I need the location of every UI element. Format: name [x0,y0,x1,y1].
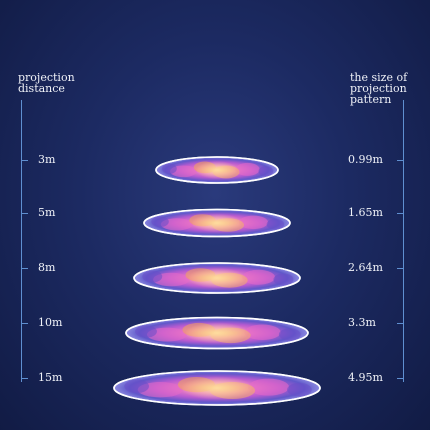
distance-tick [22,323,28,324]
size-label: 0.99m [348,153,383,166]
size-tick [397,268,403,269]
distance-tick [22,160,28,161]
header-line: projection [18,71,75,84]
distance-axis [21,100,22,382]
distance-label: 3m [38,153,56,166]
size-tick [397,378,403,379]
size-label: 1.65m [348,206,383,219]
size-label: 2.64m [348,261,383,274]
distance-tick [22,268,28,269]
distance-tick [22,378,28,379]
pattern-size-header: the size of projection pattern [350,72,407,105]
header-line: projection [350,82,407,95]
header-line: distance [18,82,65,95]
size-label: 4.95m [348,371,383,384]
projection-distance-header: projection distance [18,72,75,94]
projection-disk [143,208,291,238]
size-axis [403,100,404,382]
size-tick [397,213,403,214]
distance-label: 10m [38,316,63,329]
projection-disk [133,262,301,294]
projection-disk [155,156,279,184]
distance-tick [22,213,28,214]
projection-disk [113,370,321,406]
size-tick [397,160,403,161]
header-line: pattern [350,93,392,106]
header-line: the size of [350,71,408,84]
distance-label: 15m [38,371,63,384]
size-tick [397,323,403,324]
projection-disk [125,316,309,350]
distance-label: 5m [38,206,56,219]
size-label: 3.3m [348,316,376,329]
distance-label: 8m [38,261,56,274]
